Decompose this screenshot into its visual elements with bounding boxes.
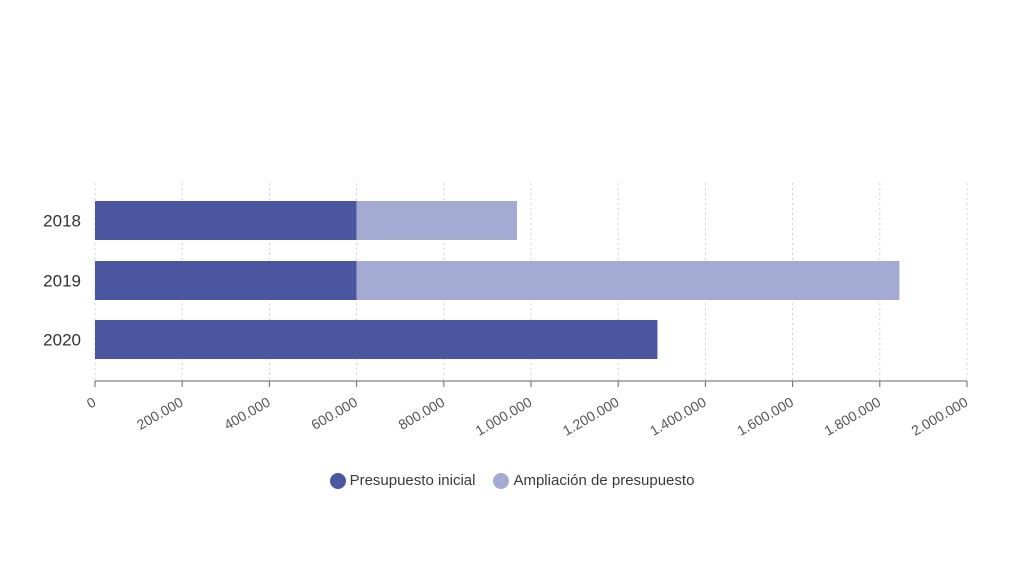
x-tick-label: 200.000 bbox=[134, 394, 186, 433]
bar-segment bbox=[95, 261, 357, 300]
y-category-label: 2020 bbox=[43, 331, 81, 350]
y-axis: 2018 2019 2020 bbox=[43, 212, 81, 350]
legend-label: Presupuesto inicial bbox=[349, 472, 476, 489]
x-tick-label: 800.000 bbox=[395, 394, 447, 433]
bar-segment bbox=[95, 320, 658, 359]
x-tick-label: 1.200.000 bbox=[560, 394, 622, 439]
x-tick-label: 1.800.000 bbox=[821, 394, 883, 439]
legend-label: Ampliación de presupuesto bbox=[513, 472, 695, 489]
legend-item-presupuesto-inicial: Presupuesto inicial bbox=[329, 472, 476, 489]
bar-segment bbox=[356, 201, 518, 240]
x-tick-label: 600.000 bbox=[308, 394, 360, 433]
legend-item-ampliacion: Ampliación de presupuesto bbox=[493, 472, 694, 489]
x-tick-label: 2.000.000 bbox=[909, 394, 971, 439]
x-tick-label: 400.000 bbox=[221, 394, 273, 433]
x-axis: 0 200.000 400.000 600.000 800.000 1.000.000 1.… bbox=[84, 380, 971, 439]
x-tick-label: 1.400.000 bbox=[647, 394, 709, 439]
x-tick-label: 0 bbox=[84, 394, 99, 412]
bar-segment bbox=[356, 261, 900, 300]
legend-swatch bbox=[493, 472, 510, 489]
x-tick-label: 1.600.000 bbox=[734, 394, 796, 439]
legend-swatch bbox=[329, 472, 346, 489]
legend: Presupuesto inicial Ampliación de presup… bbox=[0, 472, 1024, 489]
y-category-label: 2019 bbox=[43, 272, 81, 291]
x-tick-label: 1.000.000 bbox=[473, 394, 535, 439]
bar-segment bbox=[95, 201, 357, 240]
y-category-label: 2018 bbox=[43, 212, 81, 231]
bars bbox=[95, 201, 900, 359]
